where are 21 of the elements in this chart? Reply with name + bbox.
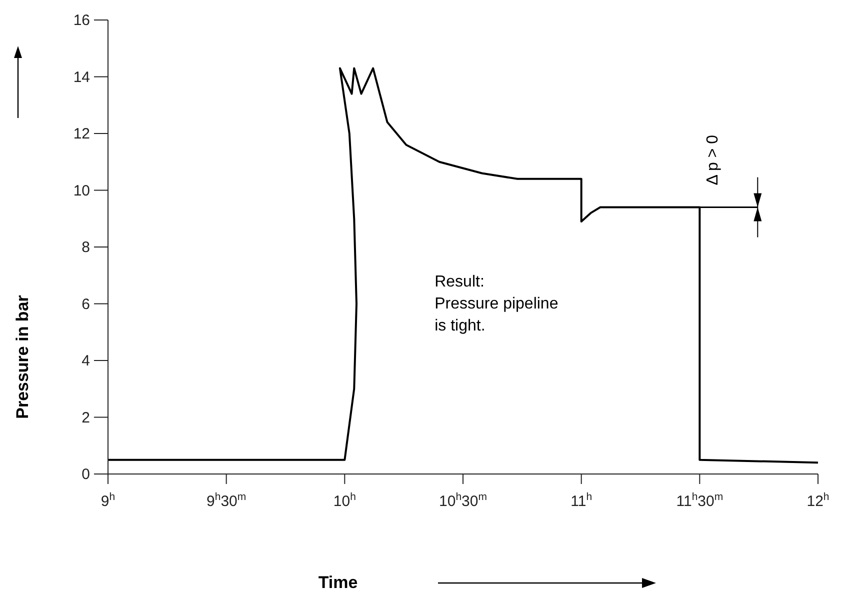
line-series <box>108 67 818 464</box>
x-tick-label: 11$^{h}$30$^{m}$ <box>676 491 724 510</box>
y-tick-label: 6 <box>82 296 90 313</box>
x-tick-label: 10$^{h}$ <box>333 491 356 510</box>
annotation: Δ p > 0 <box>704 134 722 186</box>
y-tick-label: 8 <box>82 239 90 256</box>
y-tick-label: 2 <box>82 409 90 426</box>
x-tick-label: 12$^{h}$ <box>806 491 830 510</box>
y-tick-label: 4 <box>82 352 90 370</box>
y-tick-label: 16 <box>73 12 90 29</box>
x-axis-title: Time <box>318 573 358 592</box>
y-tick-label: 10 <box>73 182 90 200</box>
x-tick-label: 10$^{h}$30$^{m}$ <box>439 491 488 510</box>
y-tick-label: 14 <box>73 68 90 86</box>
y-axis-title: Pressure in bar <box>13 294 32 419</box>
x-tick-label: 9$^{h}$ <box>100 491 116 510</box>
x-tick-label: 11$^{h}$ <box>570 491 592 510</box>
y-tick-label: 12 <box>73 126 90 142</box>
x-tick-label: 9$^{h}$30$^{m}$ <box>206 491 246 510</box>
annotation: Result: Pressure pipeline is tight. <box>434 274 558 335</box>
y-tick-label: 0 <box>82 466 90 483</box>
